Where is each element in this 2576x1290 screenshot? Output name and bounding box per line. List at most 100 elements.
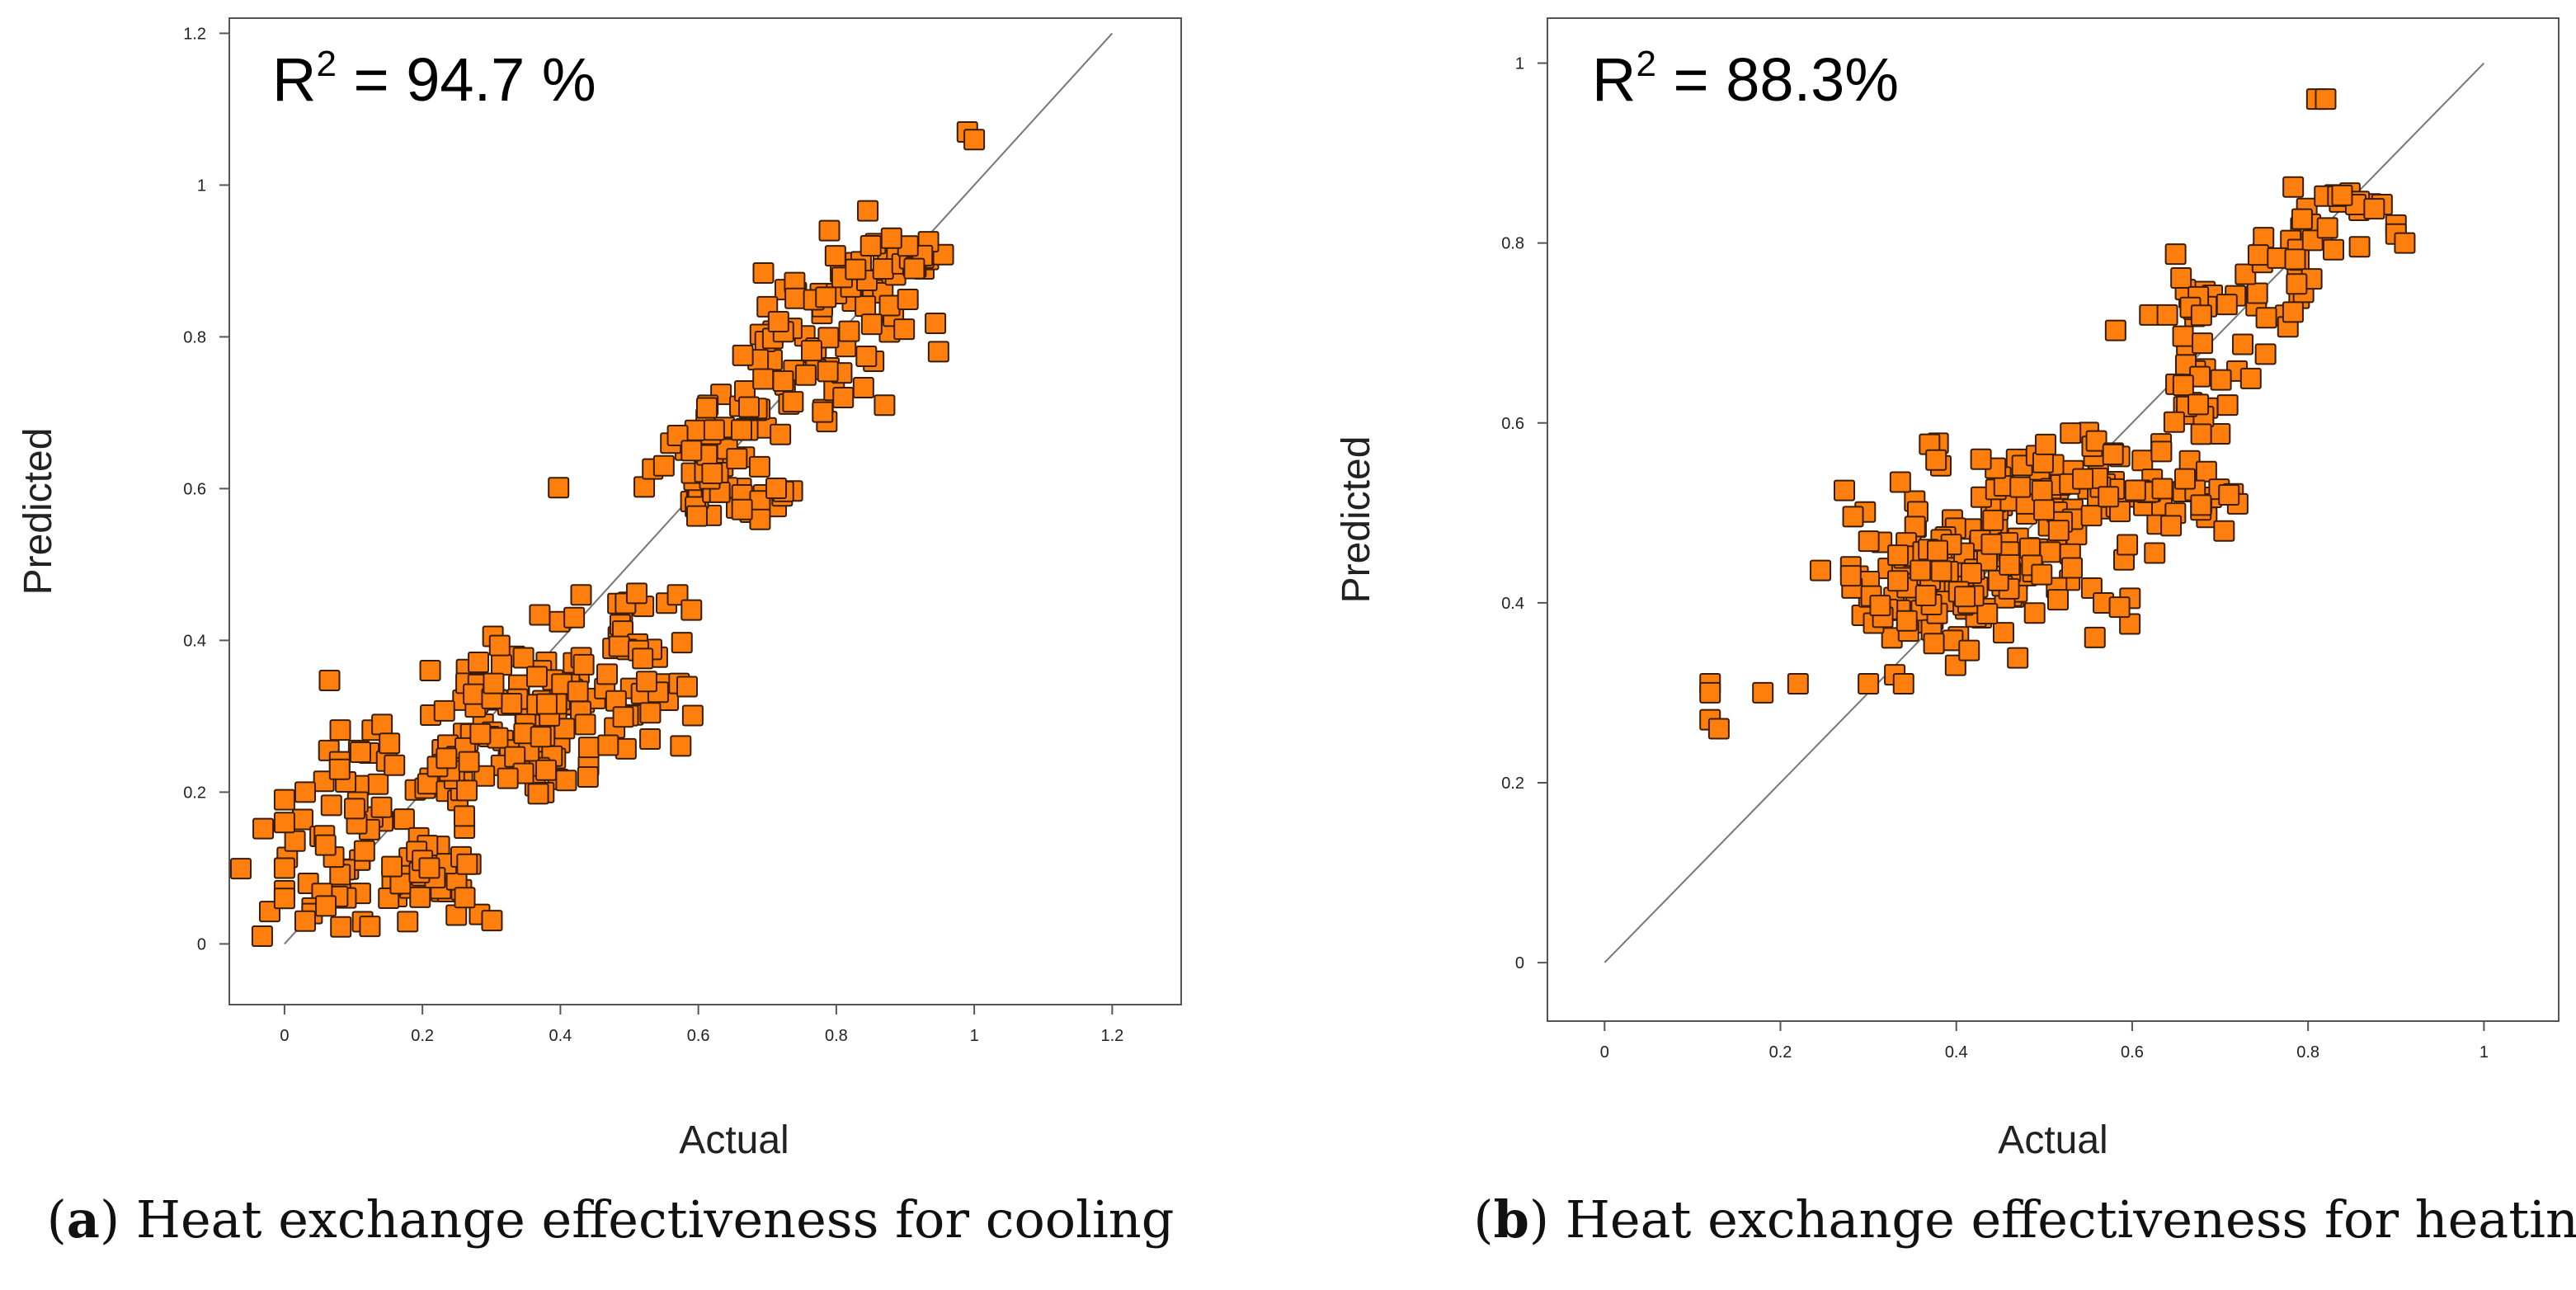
x-tick-label: 1 — [2479, 1043, 2489, 1062]
data-point — [2072, 468, 2094, 490]
data-point — [2213, 520, 2235, 542]
data-point — [680, 440, 703, 462]
data-point — [2216, 294, 2238, 316]
data-point — [1910, 559, 1932, 581]
data-point — [2033, 499, 2056, 521]
data-point — [859, 235, 882, 257]
data-point — [2023, 602, 2046, 624]
data-point — [635, 671, 657, 693]
data-point — [2239, 367, 2262, 389]
data-point — [2284, 248, 2306, 271]
data-point — [838, 320, 860, 342]
data-point — [2282, 176, 2305, 198]
data-point — [2108, 596, 2131, 619]
data-point — [632, 647, 654, 670]
panel-caption: (b) Heat exchange effectiveness for heat… — [1473, 1189, 2576, 1250]
r-squared-superscript: 2 — [316, 44, 336, 84]
data-point — [1980, 533, 2003, 555]
data-point — [2316, 217, 2338, 239]
data-point — [2151, 478, 2173, 500]
data-point — [2195, 460, 2217, 483]
data-point — [784, 287, 807, 309]
x-tick-label: 0.4 — [1945, 1043, 1968, 1062]
data-point — [330, 916, 352, 938]
data-point — [284, 830, 306, 852]
x-tick-label: 0.8 — [2296, 1043, 2319, 1062]
data-point — [817, 327, 840, 349]
data-point — [313, 770, 335, 793]
data-point — [2394, 232, 2416, 254]
data-point — [570, 584, 592, 606]
data-point — [315, 895, 337, 917]
data-point — [273, 857, 295, 879]
data-point — [1869, 595, 1891, 617]
r-squared-label: R2 = 88.3% — [1592, 44, 1899, 114]
y-axis-title: Predicted — [1335, 436, 1378, 604]
data-point — [2232, 333, 2254, 355]
data-point — [695, 397, 718, 419]
data-point — [419, 660, 441, 682]
data-point — [893, 318, 916, 341]
data-point — [294, 781, 316, 803]
data-point — [343, 798, 365, 820]
caption-label: b — [1494, 1189, 1529, 1250]
data-point — [409, 886, 431, 908]
data-point — [1982, 509, 2004, 531]
x-tick-label: 0 — [280, 1027, 289, 1045]
panel-caption: (a) Heat exchange effectiveness for cool… — [47, 1189, 1175, 1250]
y-tick-label: 0.2 — [1501, 774, 1524, 793]
data-point — [860, 313, 883, 336]
data-point — [454, 887, 476, 909]
r-squared-symbol: R — [272, 45, 316, 114]
data-point — [525, 666, 548, 688]
data-point — [815, 286, 837, 308]
data-point — [2190, 423, 2212, 445]
data-point — [2080, 505, 2103, 527]
x-tick-label: 1.2 — [1100, 1027, 1123, 1045]
data-point — [596, 663, 619, 685]
data-point — [2246, 282, 2268, 304]
data-point — [2084, 626, 2106, 648]
y-tick-label: 1 — [1515, 55, 1524, 73]
data-point — [535, 693, 558, 715]
data-point — [555, 770, 577, 792]
data-point — [845, 258, 867, 280]
data-point — [639, 728, 662, 750]
data-point — [685, 505, 708, 527]
data-point — [433, 699, 455, 722]
data-point — [1976, 602, 1999, 624]
data-point — [671, 632, 693, 654]
data-point — [824, 245, 846, 267]
data-point — [1960, 562, 1982, 584]
data-point — [2117, 534, 2139, 556]
data-point — [572, 653, 595, 676]
data-point — [2124, 479, 2146, 501]
data-point — [318, 669, 341, 691]
data-point — [458, 751, 480, 773]
data-point — [852, 376, 874, 398]
data-point — [2085, 430, 2107, 452]
data-point — [529, 604, 551, 626]
data-point — [2047, 589, 2070, 611]
y-tick-label: 0.4 — [1501, 595, 1524, 613]
data-point — [1787, 673, 1809, 695]
data-point — [2192, 332, 2214, 355]
y-tick-label: 0.2 — [183, 784, 206, 802]
y-tick-label: 0.6 — [183, 480, 206, 498]
data-point — [2007, 647, 2029, 669]
data-point — [1839, 565, 1862, 587]
data-point — [2131, 450, 2154, 472]
data-point — [2216, 394, 2239, 417]
data-point — [512, 647, 535, 669]
data-point — [1914, 584, 1937, 606]
chart-panel-b: 0 0.2 0.4 0.6 0.8 1 0 0.2 0.4 0.6 0.8 1 R2 = 88.3% Ac… — [1335, 17, 2576, 1250]
data-point — [2160, 515, 2183, 537]
data-point — [2163, 411, 2185, 433]
data-point — [1858, 530, 1880, 553]
x-tick-label: 0.4 — [549, 1027, 572, 1045]
data-point — [1970, 448, 1992, 470]
data-point — [670, 735, 692, 757]
data-point — [794, 364, 817, 386]
data-point — [681, 704, 704, 727]
